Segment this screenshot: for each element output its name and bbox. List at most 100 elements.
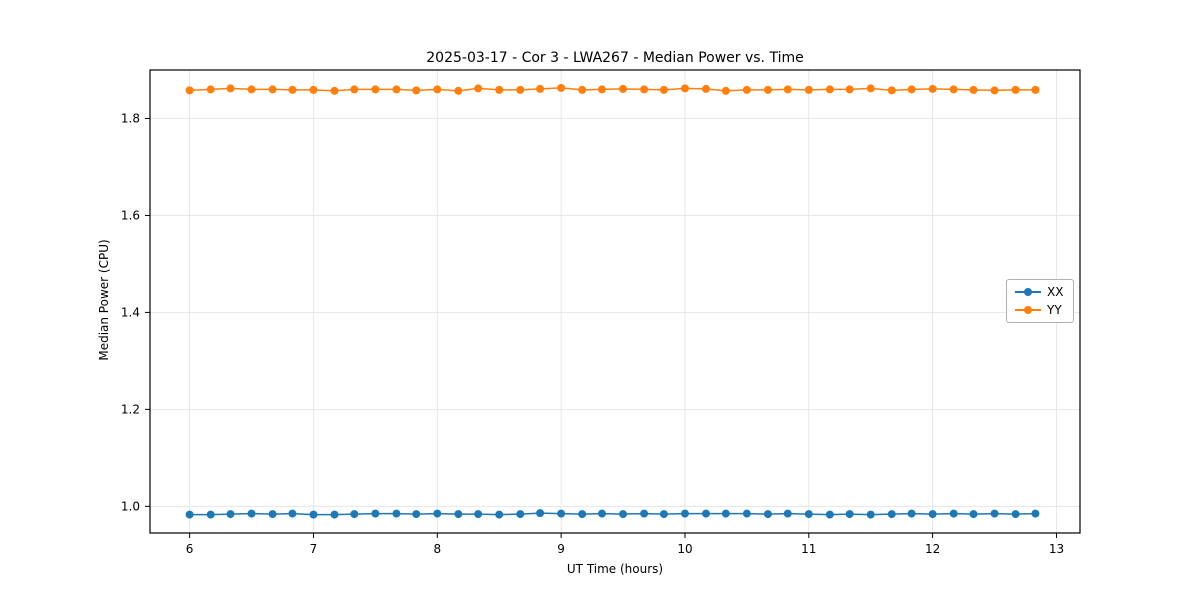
series-marker-yy [206,85,215,94]
series-marker-xx [887,510,896,519]
series-marker-yy [185,86,194,95]
series-marker-xx [640,509,649,518]
series-marker-xx [536,509,545,518]
series-marker-yy [845,85,854,94]
y-tick-label: 1.0 [121,499,140,513]
series-marker-xx [619,510,628,519]
series-marker-xx [392,509,401,518]
series-marker-xx [288,509,297,518]
series-marker-xx [907,509,916,518]
axes-frame [149,69,1081,534]
series-marker-xx [928,510,937,519]
series-marker-yy [763,85,772,94]
series-marker-yy [247,85,256,94]
series-marker-xx [578,510,587,519]
series-marker-xx [597,509,606,518]
series-marker-yy [495,85,504,94]
y-tick-label: 1.8 [121,111,140,125]
series-marker-xx [763,510,772,519]
x-tick-label: 11 [801,542,816,556]
series-marker-yy [702,84,711,93]
series-marker-yy [640,85,649,94]
series-marker-xx [268,510,277,519]
series-marker-yy [288,85,297,94]
series-marker-yy [887,86,896,95]
series-marker-yy [597,85,606,94]
series-marker-yy [804,85,813,94]
series-marker-xx [990,509,999,518]
series-marker-xx [206,510,215,519]
series-marker-yy [557,83,566,92]
x-tick-label: 12 [925,542,940,556]
series-marker-yy [949,85,958,94]
series-marker-yy [619,84,628,93]
series-marker-yy [350,85,359,94]
series-marker-xx [680,509,689,518]
series-marker-xx [659,510,668,519]
series-marker-yy [680,84,689,93]
series-marker-xx [412,510,421,519]
series-marker-yy [742,85,751,94]
series-marker-xx [330,510,339,519]
series-marker-yy [330,86,339,95]
series-marker-xx [371,509,380,518]
series-marker-yy [309,85,318,94]
x-tick-label: 8 [433,542,441,556]
series-marker-yy [659,85,668,94]
legend: XX YY [1006,279,1075,323]
series-marker-yy [783,85,792,94]
series-marker-xx [557,509,566,518]
series-marker-xx [1031,509,1040,518]
series-marker-xx [866,510,875,519]
series-marker-yy [928,84,937,93]
x-tick-label: 10 [677,542,692,556]
series-marker-xx [742,509,751,518]
y-tick-label: 1.6 [121,208,140,222]
series-marker-xx [226,510,235,519]
series-marker-yy [1031,85,1040,94]
x-tick-label: 13 [1049,542,1064,556]
series-marker-yy [969,85,978,94]
series-marker-yy [371,85,380,94]
series-marker-xx [516,510,525,519]
series-marker-yy [578,85,587,94]
x-axis-label: UT Time (hours) [566,562,664,576]
series-marker-xx [350,510,359,519]
series-marker-xx [702,509,711,518]
series-marker-xx [185,510,194,519]
y-tick-label: 1.4 [121,305,140,319]
legend-marker-icon [1015,305,1041,315]
series-marker-yy [907,85,916,94]
legend-label: XX [1047,285,1064,299]
x-tick-label: 6 [186,542,194,556]
series-marker-yy [412,86,421,95]
series-marker-xx [721,509,730,518]
series-marker-yy [226,84,235,93]
series-marker-yy [721,86,730,95]
legend-marker-icon [1015,287,1041,297]
series-marker-yy [1011,85,1020,94]
legend-label: YY [1047,303,1062,317]
series-marker-yy [536,84,545,93]
series-marker-xx [474,510,483,519]
series-marker-xx [949,509,958,518]
series-marker-xx [247,509,256,518]
series-marker-yy [990,86,999,95]
series-marker-yy [392,85,401,94]
y-tick-label: 1.2 [121,402,140,416]
series-marker-yy [474,84,483,93]
series-marker-yy [866,84,875,93]
series-marker-yy [268,85,277,94]
series-marker-xx [969,510,978,519]
series-marker-yy [433,85,442,94]
series-marker-xx [309,510,318,519]
series-marker-xx [495,510,504,519]
series-marker-xx [804,510,813,519]
series-marker-xx [825,510,834,519]
series-marker-xx [1011,510,1020,519]
series-marker-xx [433,509,442,518]
series-marker-xx [783,509,792,518]
series-marker-xx [845,510,854,519]
